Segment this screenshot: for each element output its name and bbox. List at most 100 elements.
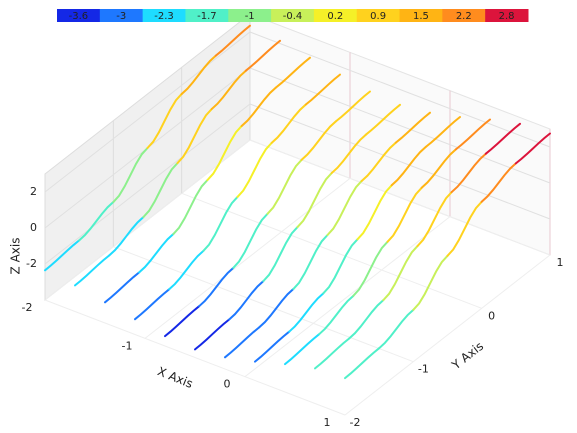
line-segment [74,254,111,287]
line-segment [304,73,341,106]
colorbar-cell [271,9,315,22]
line-segment [142,162,179,219]
left-wall [44,12,251,302]
line-segment [416,191,453,248]
line-segment [104,271,141,304]
colorbar-label: 1.5 [413,11,429,22]
line-segment [228,280,265,321]
y-tick-label: -1 [418,363,429,376]
line-segment [314,337,351,370]
lines [44,24,551,380]
y-tick-label: 0 [488,309,495,322]
line-segment [484,122,521,155]
x-tick-label: -2 [22,301,33,314]
line-segment [382,245,419,302]
x-axis-title: X Axis [155,364,194,391]
line-segment [390,145,427,187]
line-segment [270,103,307,144]
line-segment [296,172,333,229]
colorbar-label: -1 [245,11,255,22]
back-wall [249,13,551,256]
colorbar-cell [99,9,144,22]
colorbar-label: -2.3 [154,11,174,22]
walls [44,12,551,302]
line-segment [356,184,393,241]
line-segment [330,133,367,175]
line-segment [254,330,291,363]
line-segment [244,39,281,72]
line-segment [146,92,183,149]
line-segment [454,118,491,151]
line-segment [206,124,243,181]
line-segment [176,108,213,165]
colorbar-label: 0.9 [370,11,386,22]
line-segment [224,326,261,359]
colorbar-cell [485,9,529,22]
colorbar-cell [442,9,486,22]
line-segment [198,266,235,308]
grid-line [144,177,351,339]
line-segment [386,186,423,243]
line-segment [172,179,209,236]
line-segment [480,162,517,203]
grid-line [344,254,551,416]
colorbar-cell [57,9,101,22]
line-segment [108,216,145,257]
line-segment [318,294,355,336]
colorbar-cell [313,9,358,22]
x-tick-label: 1 [324,416,331,429]
x-tick-label: 0 [224,378,231,391]
grid-line [44,139,251,301]
grid-line [44,31,551,193]
grid-line [44,299,346,416]
line-segment [274,56,311,89]
line-segment [134,288,171,321]
y-tick-label: 1 [557,256,564,269]
z-tick-label: 0 [30,221,37,234]
colorbar: -3.6 -3 -2.3 -1.7 -1 -0.4 0.2 0.9 1.5 2.2 2.8 [57,9,529,22]
line-segment [258,288,295,329]
line-segment [322,238,359,295]
line-segment [446,200,483,257]
line-segment [240,86,277,127]
line-segment [292,234,329,291]
line-segment [236,141,273,198]
line-segment [360,141,397,182]
line-segment [44,239,81,272]
line-segment [352,240,389,297]
line-segment [514,132,551,165]
line-segment [424,116,461,148]
line-segment [210,69,247,111]
line-segment [412,254,449,311]
line-segment [214,24,251,57]
line-segment [394,111,431,144]
x-tick-label: -1 [122,339,133,352]
z-axis-title: Z Axis [9,238,23,275]
line-segment [348,299,385,340]
z-tick-label: 2 [30,185,37,198]
colorbar-label: -3 [116,11,126,22]
colorbar-label: -0.4 [283,11,303,22]
line-segment [180,54,217,95]
line-segment [284,333,321,366]
line-segment [202,195,239,252]
grid-line [244,216,451,378]
grid-line [113,246,414,363]
y-tick-label: -2 [350,416,361,429]
line-segment [344,347,381,380]
line-segment [450,152,487,194]
line-segment [378,308,415,350]
colorbar-cell [399,9,443,22]
line-segment [364,103,401,136]
line-segment [78,201,115,242]
line-segment [112,147,149,204]
line-segment [194,318,231,351]
grid-line [44,103,551,265]
colorbar-label: 2.2 [456,11,472,22]
y-axis-title: Y Axis [448,339,486,373]
colorbar-label: 0.2 [327,11,343,22]
line-segment [326,179,363,236]
line-segment [168,249,205,291]
line-segment [262,226,299,283]
